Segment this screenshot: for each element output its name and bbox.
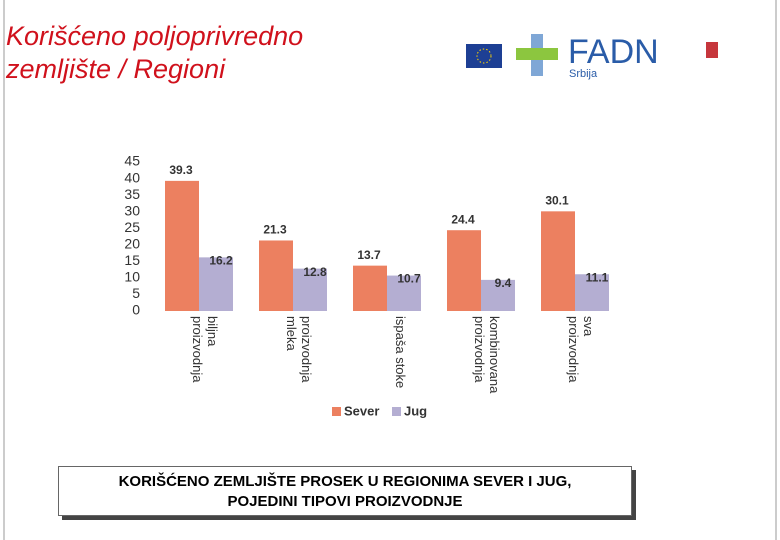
x-tick-label: biljna proizvodnja <box>190 316 220 383</box>
bar <box>259 240 293 311</box>
x-tick-label: sva proizvodnja <box>566 316 596 383</box>
bar <box>199 257 233 311</box>
bar <box>447 230 481 311</box>
x-tick-label: ispaša stoke <box>393 316 408 389</box>
y-tick-label: 15 <box>124 252 140 268</box>
title-line: Korišćeno poljoprivredno <box>6 21 304 51</box>
value-label: 21.3 <box>263 223 287 237</box>
legend-swatch <box>332 407 341 416</box>
bar <box>541 211 575 311</box>
value-label: 16.2 <box>209 254 233 268</box>
bar <box>165 180 199 311</box>
bar <box>575 274 609 311</box>
x-tick-label: proizvodnja mleka <box>284 316 314 383</box>
y-tick-label: 30 <box>124 202 140 218</box>
caption-line: POJEDINI TIPOVI PROIZVODNJE <box>227 493 463 510</box>
bar <box>481 279 515 311</box>
eu-flag <box>466 44 502 68</box>
value-label: 13.7 <box>357 248 381 262</box>
value-label: 12.8 <box>303 265 327 279</box>
bar <box>353 265 387 311</box>
caption-line: KORIŠĆENO ZEMLJIŠTE PROSEK U REGIONIMA S… <box>118 473 572 490</box>
y-tick-label: 35 <box>124 186 140 202</box>
y-tick-label: 45 <box>124 153 140 169</box>
y-tick-label: 0 <box>132 302 140 318</box>
value-label: 11.1 <box>586 270 609 284</box>
legend-label: Jug <box>404 403 427 418</box>
legend-swatch <box>392 407 401 416</box>
value-label: 10.7 <box>397 272 421 286</box>
value-label: 39.3 <box>169 163 193 177</box>
y-tick-label: 20 <box>124 235 140 251</box>
value-label: 30.1 <box>545 194 569 208</box>
value-label: 24.4 <box>451 212 475 226</box>
logo-name: FADN <box>568 33 659 71</box>
y-tick-label: 25 <box>124 219 140 235</box>
bar <box>293 268 327 311</box>
serbia-crest <box>706 42 718 58</box>
eu-stars <box>476 48 492 64</box>
title: Korišćeno poljoprivredno zemljište / Regi… <box>6 20 303 86</box>
y-tick-label: 10 <box>124 269 140 285</box>
y-tick-label: 5 <box>132 285 140 301</box>
bar <box>387 275 421 311</box>
x-tick-label: kombinovana proizvodnja <box>472 316 502 394</box>
caption: KORIŠĆENO ZEMLJIŠTE PROSEK U REGIONIMA S… <box>58 466 632 516</box>
title-line: zemljište / Regioni <box>6 54 226 84</box>
legend-label: Sever <box>344 403 379 418</box>
y-tick-label: 40 <box>124 169 140 185</box>
value-label: 9.4 <box>495 276 512 290</box>
logo-cross <box>516 48 558 60</box>
logo-sub: Srbija <box>569 68 598 80</box>
